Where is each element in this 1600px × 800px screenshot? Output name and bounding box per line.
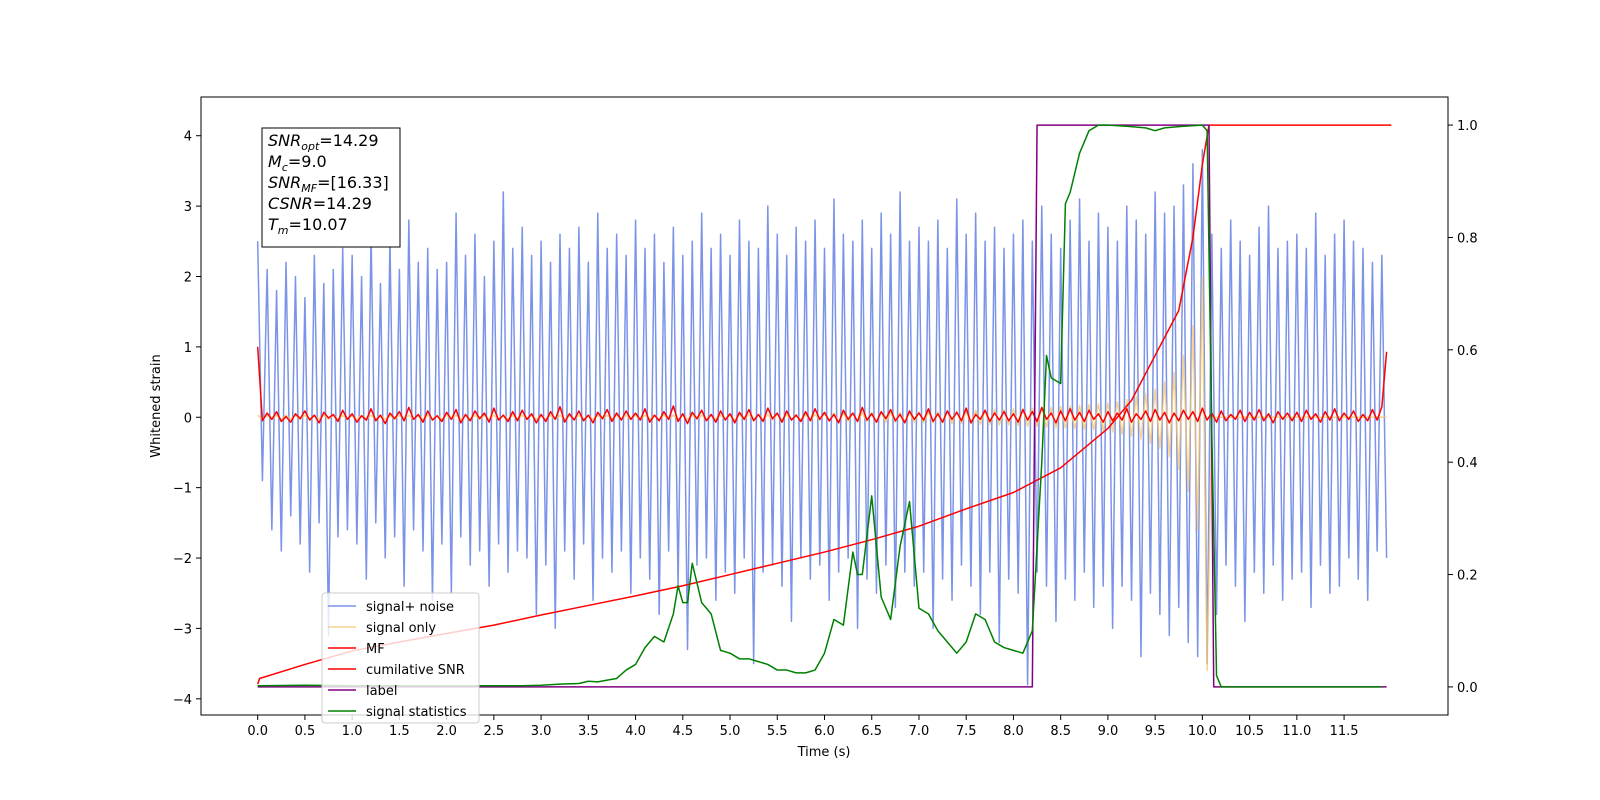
y-tick-label: 2 — [184, 270, 192, 285]
x-tick-label: 9.0 — [1098, 724, 1119, 739]
x-tick-label: 3.5 — [578, 724, 599, 739]
legend-label: signal statistics — [366, 705, 467, 720]
annotation: SNRMF=[16.33] — [268, 173, 389, 195]
annotation-text: =[16.33] — [317, 173, 389, 192]
x-tick-label: 0.0 — [247, 724, 268, 739]
x-tick-label: 6.0 — [814, 724, 835, 739]
annotation-text: =9.0 — [288, 152, 327, 171]
y-tick-label: 4 — [184, 130, 192, 145]
y-tick-label: −3 — [173, 622, 192, 637]
x-tick-label: 4.0 — [625, 724, 646, 739]
x-tick-label: 1.0 — [342, 724, 363, 739]
x-tick-label: 5.5 — [767, 724, 788, 739]
x-tick-label: 6.5 — [861, 724, 882, 739]
annotation: Tm=10.07 — [268, 215, 348, 237]
y-tick-label: 3 — [184, 200, 192, 215]
annotation-box — [261, 127, 401, 248]
x-tick-label: 7.5 — [956, 724, 977, 739]
annotation-symbol: M — [268, 152, 282, 171]
annotation-subscript: MF — [301, 182, 317, 195]
annotation-subscript: m — [278, 224, 289, 237]
x-tick-label: 2.5 — [484, 724, 505, 739]
y-axis-label: Whitened strain — [149, 354, 164, 457]
annotation-symbol: T — [268, 215, 279, 234]
legend-label: cumilative SNR — [366, 663, 465, 678]
x-tick-label: 10.0 — [1188, 724, 1217, 739]
x-tick-label: 10.5 — [1235, 724, 1264, 739]
annotation-subscript: opt — [301, 140, 320, 153]
x-tick-label: 1.5 — [389, 724, 410, 739]
annotation-symbol: SNR — [268, 173, 301, 192]
y2-tick-label: 0.8 — [1457, 231, 1478, 246]
annotation-subscript: c — [282, 161, 288, 174]
y2-tick-label: 0.4 — [1457, 456, 1478, 471]
x-tick-label: 4.5 — [672, 724, 693, 739]
annotation-text: =10.07 — [289, 215, 348, 234]
x-tick-label: 9.5 — [1145, 724, 1166, 739]
x-tick-label: 11.0 — [1282, 724, 1311, 739]
series-line — [257, 124, 1382, 688]
annotation: SNRopt=14.29 — [268, 131, 379, 153]
annotation: CSNR=14.29 — [268, 194, 372, 213]
legend-label: label — [366, 684, 397, 699]
legend-label: signal only — [366, 621, 436, 636]
x-tick-label: 8.0 — [1003, 724, 1024, 739]
x-axis-label: Time (s) — [797, 745, 851, 760]
x-tick-label: 2.0 — [436, 724, 457, 739]
annotation: Mc=9.0 — [268, 152, 327, 174]
y-tick-label: −2 — [173, 552, 192, 567]
y-tick-label: 1 — [184, 341, 192, 356]
y-tick-label: −4 — [173, 693, 192, 708]
annotation-text: =14.29 — [319, 131, 378, 150]
x-tick-label: 0.5 — [295, 724, 316, 739]
x-tick-label: 8.5 — [1050, 724, 1071, 739]
y-tick-label: 0 — [184, 411, 192, 426]
annotation-symbol: CSNR — [268, 194, 313, 213]
annotation-text: =14.29 — [313, 194, 372, 213]
y2-tick-label: 0.0 — [1457, 681, 1478, 696]
x-tick-label: 5.0 — [720, 724, 741, 739]
x-tick-label: 11.5 — [1330, 724, 1359, 739]
legend-label: signal+ noise — [366, 600, 454, 615]
y-tick-label: −1 — [173, 482, 192, 497]
series-line — [256, 346, 1388, 425]
y2-tick-label: 0.2 — [1457, 569, 1478, 584]
y2-tick-label: 0.6 — [1457, 344, 1478, 359]
x-tick-label: 3.0 — [531, 724, 552, 739]
y2-tick-label: 1.0 — [1457, 119, 1478, 134]
legend-label: MF — [366, 642, 385, 657]
series-line — [256, 149, 1388, 686]
x-tick-label: 7.0 — [909, 724, 930, 739]
legend-box — [321, 592, 480, 724]
annotation-symbol: SNR — [268, 131, 301, 150]
